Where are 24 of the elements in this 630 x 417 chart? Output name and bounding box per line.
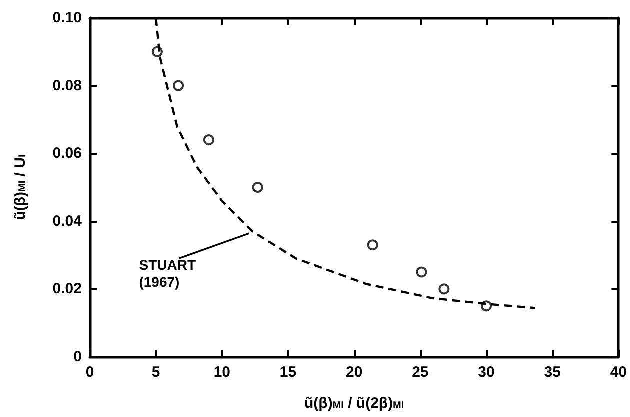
point <box>416 266 428 278</box>
point <box>203 134 214 146</box>
x-tick-label: 0 <box>86 364 94 381</box>
point <box>252 182 264 193</box>
point <box>438 284 450 295</box>
y-tick-label: 0.10 <box>52 10 82 26</box>
y-tick-label: 0.08 <box>52 77 82 94</box>
x-axis-title: ũ(β)MI / ũ(2β)MI <box>304 395 404 412</box>
point <box>367 240 378 251</box>
point <box>173 80 184 92</box>
y-tick-label: 0.02 <box>52 280 82 298</box>
x-tick-label: 40 <box>610 364 627 381</box>
x-tick-label: 15 <box>280 364 297 381</box>
x-tick-label: 5 <box>152 364 160 381</box>
x-tick-label: 30 <box>478 364 495 381</box>
y-axis-title: ũ(β)MI / UI <box>12 154 29 220</box>
x-tick-label: 20 <box>346 364 363 381</box>
y-tick-label: 0.04 <box>52 212 83 230</box>
annotation: STUART (1967) <box>139 256 196 291</box>
x-tick-label: 35 <box>544 364 561 381</box>
x-tick-label: 10 <box>214 364 231 381</box>
y-tick-label: 0 <box>74 348 82 366</box>
x-tick-label: 25 <box>412 364 429 381</box>
y-tick-label: 0.06 <box>52 145 82 162</box>
